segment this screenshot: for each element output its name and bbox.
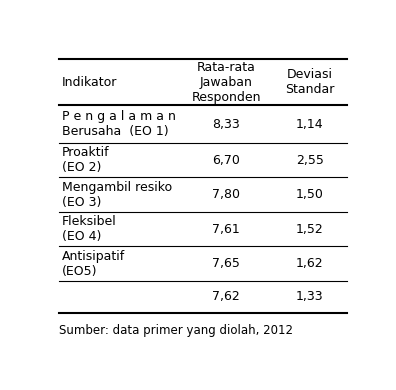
Text: 7,62: 7,62 xyxy=(212,290,240,303)
Text: Sumber: data primer yang diolah, 2012: Sumber: data primer yang diolah, 2012 xyxy=(59,324,293,337)
Text: 1,50: 1,50 xyxy=(296,188,324,201)
Text: Indikator: Indikator xyxy=(62,76,117,89)
Text: Antisipatif
(EO5): Antisipatif (EO5) xyxy=(62,250,125,278)
Text: Fleksibel
(EO 4): Fleksibel (EO 4) xyxy=(62,215,116,243)
Text: 1,52: 1,52 xyxy=(296,223,324,236)
Text: Deviasi
Standar: Deviasi Standar xyxy=(285,68,334,96)
Text: Rata-rata
Jawaban
Responden: Rata-rata Jawaban Responden xyxy=(191,60,261,104)
Text: 1,14: 1,14 xyxy=(296,118,324,131)
Text: 7,80: 7,80 xyxy=(212,188,240,201)
Text: 7,65: 7,65 xyxy=(212,257,240,270)
Text: Proaktif
(EO 2): Proaktif (EO 2) xyxy=(62,146,109,174)
Text: 1,33: 1,33 xyxy=(296,290,324,303)
Text: 2,55: 2,55 xyxy=(296,154,324,167)
Text: 6,70: 6,70 xyxy=(212,154,240,167)
Text: 1,62: 1,62 xyxy=(296,257,324,270)
Text: P e n g a l a m a n
Berusaha  (EO 1): P e n g a l a m a n Berusaha (EO 1) xyxy=(62,110,176,138)
Text: Mengambil resiko
(EO 3): Mengambil resiko (EO 3) xyxy=(62,181,172,209)
Text: 8,33: 8,33 xyxy=(212,118,240,131)
Text: 7,61: 7,61 xyxy=(212,223,240,236)
